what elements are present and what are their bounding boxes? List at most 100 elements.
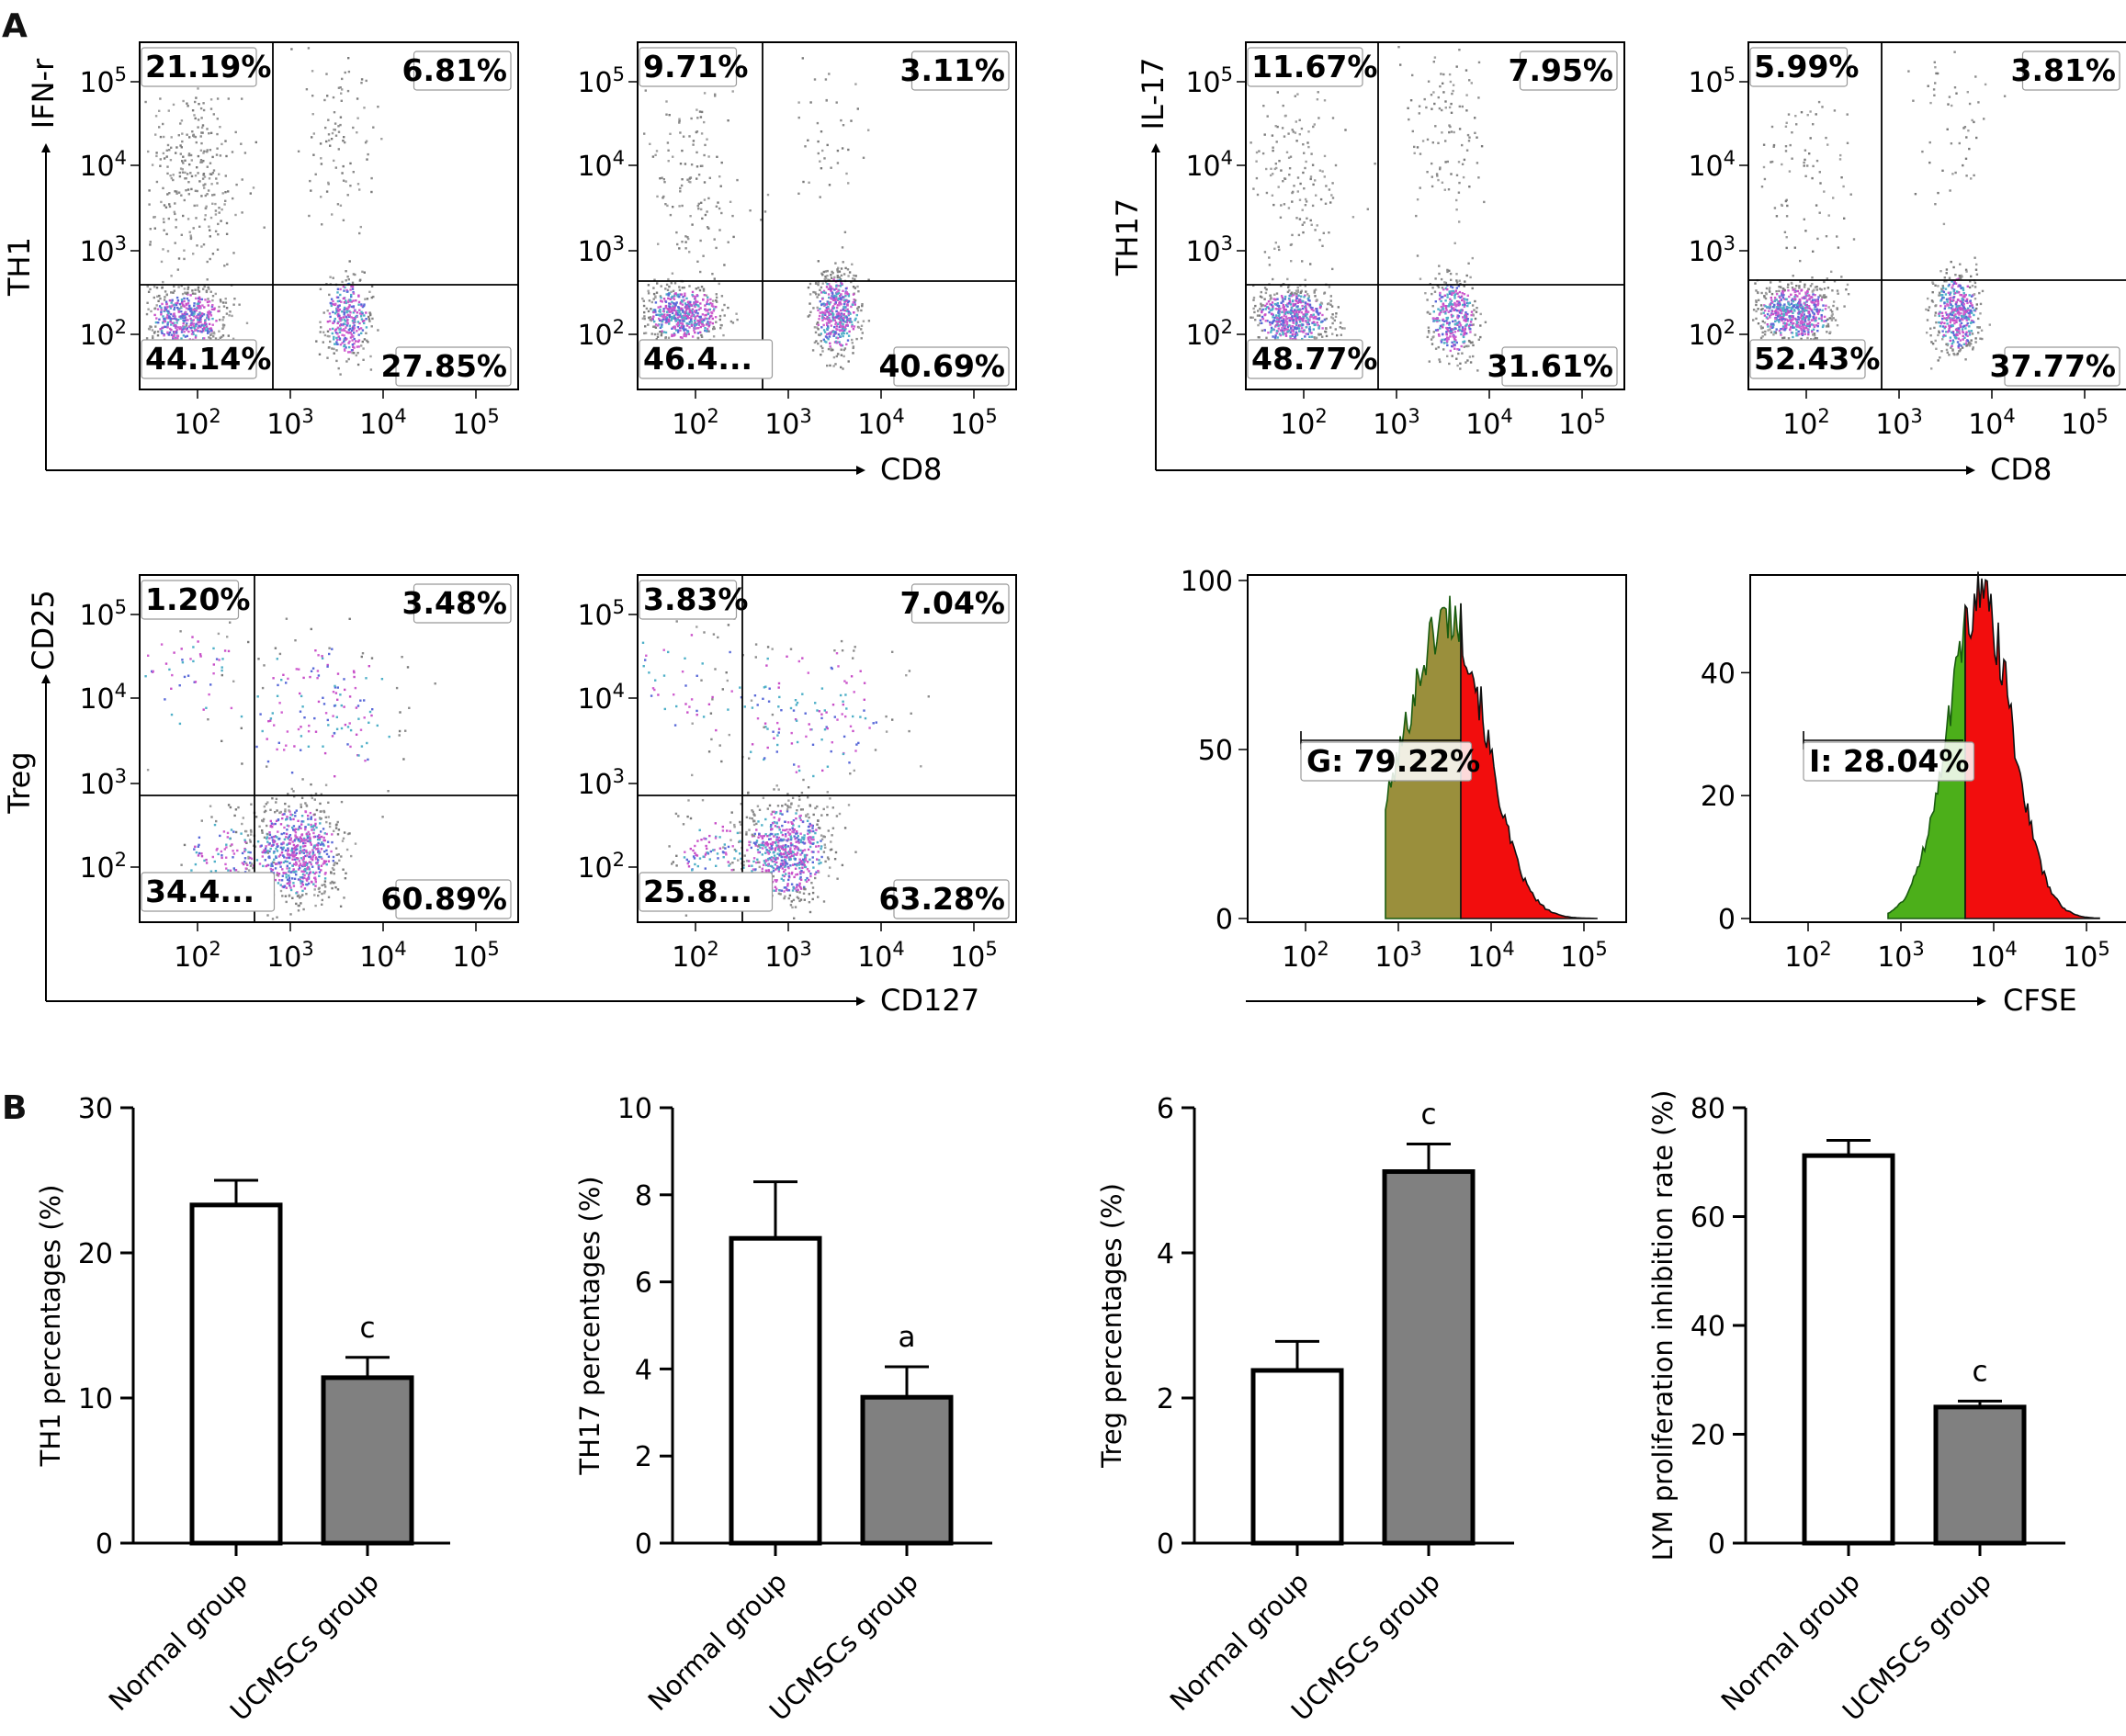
th17-normal-event-dot — [1294, 309, 1296, 311]
th1-ucmsc-event-dot — [829, 310, 831, 312]
th17-ucmsc-event-dot — [1968, 325, 1971, 328]
th17-normal-event-dot — [1250, 141, 1252, 144]
th1-ucmsc-event-dot — [699, 239, 702, 242]
th17-ucmsc-event-dot — [1832, 317, 1835, 320]
th17-normal-event-dot — [1444, 140, 1447, 142]
th1-ucmsc-event-dot — [689, 300, 692, 304]
th17-normal-event-dot — [1258, 336, 1261, 339]
th1-ucmsc-event-dot — [723, 303, 726, 307]
th17-normal-event-dot — [1440, 305, 1442, 309]
th17-ucmsc-event-dot — [1780, 286, 1782, 288]
th17-ucmsc-event-dot — [1785, 308, 1789, 310]
th1-normal-event-dot — [177, 286, 180, 288]
th1-ucmsc-event-dot — [713, 238, 716, 241]
th17-ucmsc-event-dot — [1961, 298, 1963, 300]
th17-normal-event-dot — [1289, 336, 1292, 340]
th17-ucmsc-event-dot — [1799, 306, 1803, 310]
th17-normal-event-dot — [1437, 308, 1440, 310]
th17-normal-event-dot — [1455, 281, 1459, 284]
th1-normal-event-dot — [336, 343, 339, 345]
th17-ucmsc-event-dot — [1787, 113, 1791, 116]
th17-ucmsc-event-dot — [1757, 308, 1759, 310]
th1-normal-event-dot — [164, 308, 168, 310]
th1-normal-event-dot — [212, 308, 216, 311]
th17-ucmsc-event-dot — [1961, 303, 1963, 306]
th1-ucmsc-event-dot — [836, 341, 839, 344]
th17-normal-event-dot — [1308, 319, 1311, 322]
th17-normal-event-dot — [1441, 131, 1443, 134]
th1-ucmsc-event-dot — [867, 320, 871, 322]
th17-ucmsc-event-dot — [1770, 296, 1772, 299]
th17-normal-event-dot — [1317, 317, 1321, 320]
th1-normal-event-dot — [203, 322, 207, 325]
th17-normal-event-dot — [1299, 182, 1302, 186]
th1-normal-event-dot — [367, 152, 369, 156]
th1-ucmsc-event-dot — [678, 247, 681, 250]
th1-normal-event-dot — [185, 302, 188, 306]
th17-normal-event-dot — [1290, 309, 1293, 311]
th17-ucmsc-event-dot — [1780, 332, 1782, 334]
th17-normal-event-dot — [1448, 269, 1451, 272]
th17-normal-event-dot — [1461, 105, 1464, 108]
th1-normal-event-dot — [193, 309, 196, 311]
th1-normal-y-tick-label: 104 — [79, 147, 127, 183]
th1-ucmsc-event-dot — [672, 326, 674, 329]
th17-normal-event-dot — [1284, 309, 1287, 311]
th17-normal-event-dot — [1440, 296, 1442, 299]
th1-ucmsc-event-dot — [709, 321, 712, 323]
th17-ucmsc-event-dot — [1937, 191, 1939, 195]
th1-normal-y-tick-label: 105 — [79, 63, 127, 99]
th1-ucmsc-event-dot — [690, 323, 694, 327]
th17-ucmsc-event-dot — [1816, 299, 1820, 303]
th17-ucmsc-event-dot — [1769, 290, 1771, 293]
th1-ucmsc-event-dot — [842, 319, 845, 321]
th1-normal-event-dot — [342, 316, 345, 319]
th17-ucmsc-event-dot — [1816, 303, 1819, 307]
th17-normal-event-dot — [1283, 203, 1286, 206]
th17-normal-event-dot — [1446, 268, 1449, 272]
th1-normal-event-dot — [329, 315, 332, 319]
th1-ucmsc-event-dot — [815, 340, 818, 343]
th1-ucmsc-event-dot — [696, 117, 699, 119]
th17-ucmsc-event-dot — [1811, 299, 1815, 301]
th1-normal-event-dot — [166, 331, 169, 334]
th1-ucmsc-event-dot — [707, 309, 710, 311]
th1-ucmsc-event-dot — [804, 145, 807, 148]
th1-ucmsc-event-dot — [829, 342, 831, 344]
th1-ucmsc-event-dot — [835, 325, 839, 328]
th1-ucmsc-x-tick-label: 103 — [764, 405, 812, 441]
th17-normal-quadrant-lr: 31.61% — [1487, 346, 1618, 387]
th1-normal-event-dot — [191, 292, 195, 295]
th17-normal-quadrant-ll: 48.77% — [1247, 339, 1377, 379]
th17-normal-event-dot — [1307, 130, 1310, 133]
th1-normal-event-dot — [165, 316, 168, 319]
th1-normal-event-dot — [330, 138, 334, 141]
th1-normal-event-dot — [216, 182, 219, 185]
th17-normal-event-dot — [1444, 307, 1448, 310]
th17-ucmsc-event-dot — [1944, 334, 1947, 337]
th17-normal-event-dot — [1283, 326, 1286, 330]
th1-normal-event-dot — [160, 260, 164, 264]
th1-ucmsc-event-dot — [664, 300, 668, 303]
th17-normal-event-dot — [1309, 219, 1312, 222]
th1-normal-event-dot — [208, 318, 210, 321]
th17-normal-event-dot — [1467, 339, 1471, 343]
th1-normal-event-dot — [320, 163, 323, 165]
th17-ucmsc-event-dot — [1984, 83, 1987, 86]
th1-ucmsc-event-dot — [673, 333, 676, 335]
th17-ucmsc-event-dot — [1959, 308, 1962, 310]
th1-normal-event-dot — [214, 202, 217, 206]
th17-ucmsc-event-dot — [1950, 291, 1952, 294]
th1-ucmsc-event-dot — [851, 338, 854, 342]
th17-ucmsc-event-dot — [1933, 61, 1936, 63]
th1-ucmsc-event-dot — [652, 309, 655, 311]
th1-ucmsc-event-dot — [830, 274, 832, 276]
th17-normal-event-dot — [1461, 292, 1464, 295]
th17-normal-event-dot — [1331, 333, 1334, 335]
th17-normal-event-dot — [1299, 291, 1302, 294]
th1-ucmsc-event-dot — [695, 300, 697, 303]
th17-ucmsc-event-dot — [1967, 311, 1970, 315]
th17-normal-event-dot — [1295, 314, 1298, 318]
th17-normal-event-dot — [1455, 198, 1458, 202]
